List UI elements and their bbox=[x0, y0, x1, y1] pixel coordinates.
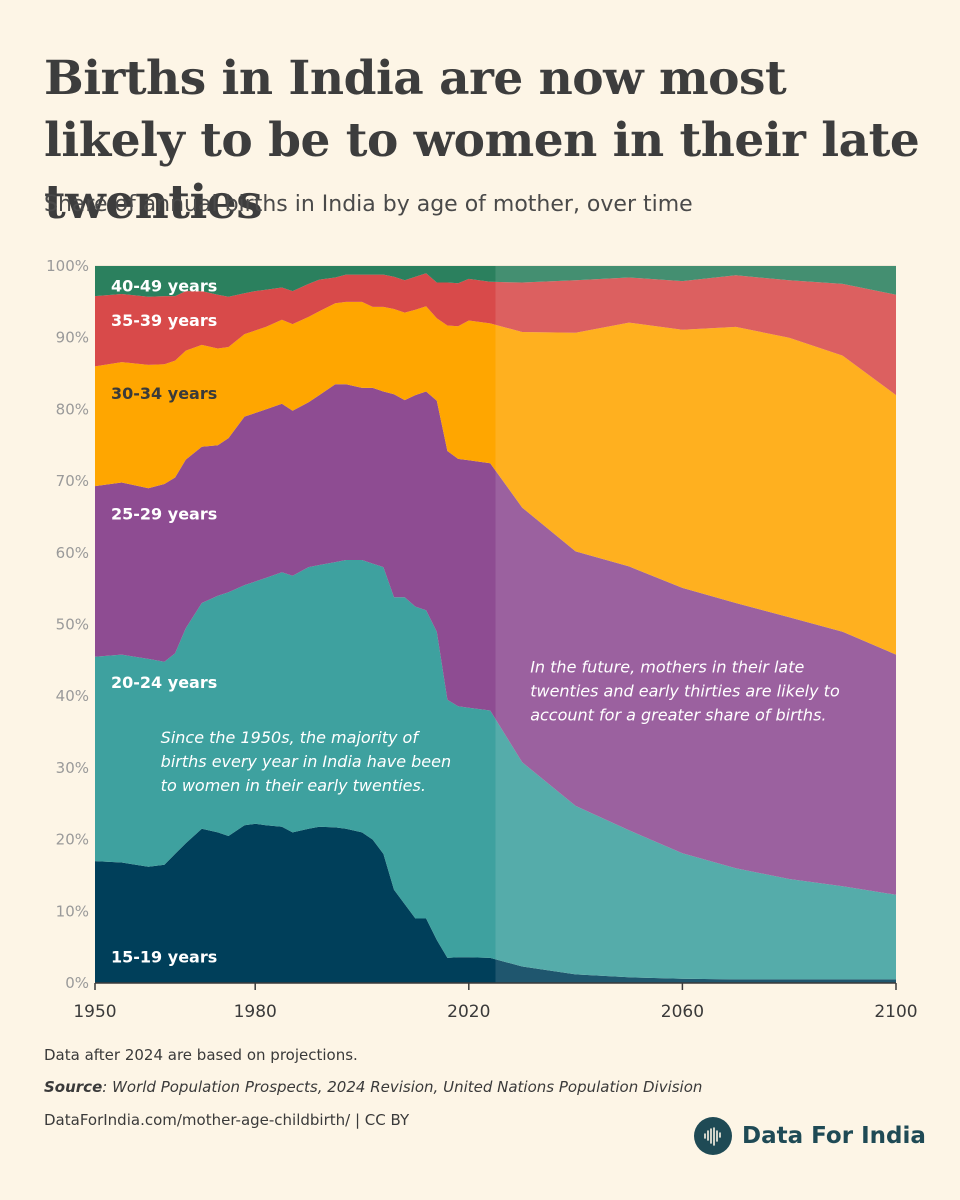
annotation-line: twenties and early thirties are likely t… bbox=[530, 682, 840, 701]
area-series-30-34 bbox=[95, 301, 896, 655]
page-title: Births in India are now most likely to b… bbox=[44, 51, 920, 230]
x-tick-label: 2020 bbox=[447, 1002, 490, 1022]
x-tick-label: 2060 bbox=[661, 1002, 704, 1022]
source-label: Source bbox=[44, 1078, 103, 1096]
area-series-15-19 bbox=[95, 823, 896, 983]
annotation-layer: Since the 1950s, the majority of births e… bbox=[161, 658, 840, 795]
projection-note: Data after 2024 are based on projections… bbox=[44, 1046, 358, 1064]
annotation-line: In the future, mothers in their late bbox=[530, 658, 804, 677]
area-series-20-24 bbox=[95, 560, 896, 980]
x-tick-label: 2100 bbox=[874, 1002, 917, 1022]
source-line: Source: World Population Prospects, 2024… bbox=[44, 1078, 702, 1096]
annotation-line: Since the 1950s, the majority of bbox=[161, 728, 421, 747]
annotation-line: births every year in India have been bbox=[161, 752, 451, 771]
y-tick-label: 0% bbox=[65, 974, 89, 992]
area-series-35-39 bbox=[95, 273, 896, 396]
x-tick-label: 1950 bbox=[73, 1002, 116, 1022]
chart-subtitle: Share of annual births in India by age o… bbox=[44, 192, 693, 217]
x-tick-label: 1980 bbox=[234, 1002, 277, 1022]
y-tick-label: 50% bbox=[56, 616, 89, 634]
y-tick-label: 30% bbox=[56, 759, 89, 777]
series-label: 30-34 years bbox=[111, 384, 217, 403]
series-label: 35-39 years bbox=[111, 311, 217, 330]
y-tick-label: 20% bbox=[56, 831, 89, 849]
annotation-line: to women in their early twenties. bbox=[161, 776, 426, 795]
series-label: 25-29 years bbox=[111, 504, 217, 523]
series-label: 20-24 years bbox=[111, 673, 217, 692]
y-tick-label: 40% bbox=[56, 687, 89, 705]
projection-overlay-layer bbox=[495, 266, 896, 983]
brand-name: Data For India bbox=[742, 1123, 926, 1149]
y-tick-label: 80% bbox=[56, 400, 89, 418]
stacked-area-chart: 0% 10% 20% 30% 40% 50% 60% 70% 80% 90% 100% 1950 198… bbox=[46, 257, 918, 1022]
series-label: 15-19 years bbox=[111, 947, 217, 966]
y-tick-label: 100% bbox=[46, 257, 89, 275]
area-series-40-49 bbox=[95, 266, 896, 297]
y-tick-label: 10% bbox=[56, 902, 89, 920]
series-label: 40-49 years bbox=[111, 276, 217, 295]
source-text: : World Population Prospects, 2024 Revis… bbox=[102, 1078, 703, 1096]
y-tick-label: 90% bbox=[56, 329, 89, 347]
brand-logo: Data For India bbox=[694, 1116, 926, 1156]
y-tick-label: 60% bbox=[56, 544, 89, 562]
y-tick-label: 70% bbox=[56, 472, 89, 490]
india-map-icon bbox=[694, 1117, 732, 1155]
projection-overlay bbox=[495, 266, 896, 983]
series-label-layer: 40-49 years 35-39 years 30-34 years 25-29 y… bbox=[111, 276, 217, 966]
area-series-25-29 bbox=[95, 384, 896, 895]
area-layer bbox=[95, 266, 896, 983]
annotation-line: account for a greater share of births. bbox=[530, 706, 826, 725]
axis-layer: 0% 10% 20% 30% 40% 50% 60% 70% 80% 90% 100% 1950 198… bbox=[46, 257, 918, 1022]
source-url[interactable]: DataForIndia.com/mother-age-childbirth/ … bbox=[44, 1111, 410, 1129]
